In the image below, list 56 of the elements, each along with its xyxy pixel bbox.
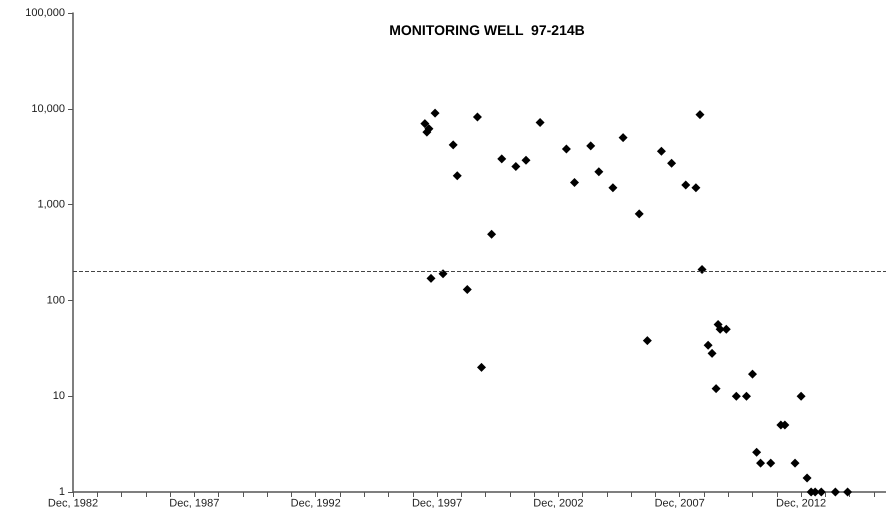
point xyxy=(843,488,852,496)
point xyxy=(522,156,531,165)
point xyxy=(796,392,806,401)
point xyxy=(790,458,800,468)
point xyxy=(462,284,472,294)
y-tick-label: 1 xyxy=(58,486,65,498)
x-tick-label: Dec, 1982 xyxy=(48,498,98,510)
point xyxy=(802,474,812,482)
point xyxy=(708,348,717,358)
point xyxy=(634,209,644,218)
point xyxy=(511,162,520,171)
point xyxy=(704,340,713,350)
point xyxy=(487,230,496,239)
point xyxy=(586,141,596,150)
point xyxy=(420,119,430,128)
point xyxy=(448,140,458,150)
y-tick-label: 1,000 xyxy=(37,198,65,211)
point xyxy=(766,458,776,468)
point xyxy=(756,458,766,468)
x-tick-label: Dec, 2002 xyxy=(533,498,584,510)
point xyxy=(536,118,545,127)
point xyxy=(712,384,721,394)
point xyxy=(562,144,571,154)
point xyxy=(497,154,506,164)
point xyxy=(667,158,676,168)
point xyxy=(732,392,741,401)
point xyxy=(570,178,580,188)
point xyxy=(742,392,751,401)
point xyxy=(656,146,666,156)
x-tick-label: Dec, 2012 xyxy=(776,498,826,510)
point xyxy=(752,448,762,457)
y-tick-label: 10,000 xyxy=(31,102,65,115)
point xyxy=(695,110,704,120)
point xyxy=(426,274,436,283)
point xyxy=(681,180,690,190)
point xyxy=(608,183,618,192)
point xyxy=(472,112,482,122)
point xyxy=(691,183,700,192)
point xyxy=(594,167,604,176)
x-tick-label: Dec, 2007 xyxy=(654,498,705,510)
text: MONITORING WELL 97-214B xyxy=(389,22,585,38)
point xyxy=(618,133,628,142)
point xyxy=(438,269,448,278)
y-tick-label: 100,000 xyxy=(25,7,65,19)
y-tick-label: 100 xyxy=(46,294,65,306)
y-tick-label: 10 xyxy=(52,390,65,402)
point xyxy=(748,370,758,379)
point xyxy=(642,336,652,346)
point xyxy=(830,488,840,496)
point xyxy=(476,362,486,372)
point xyxy=(430,108,440,118)
x-tick-label: Dec, 1992 xyxy=(290,498,341,510)
point xyxy=(452,171,462,180)
x-tick-label: Dec, 1987 xyxy=(169,498,220,510)
x-tick-label: Dec, 1997 xyxy=(412,498,462,510)
point xyxy=(698,265,707,274)
